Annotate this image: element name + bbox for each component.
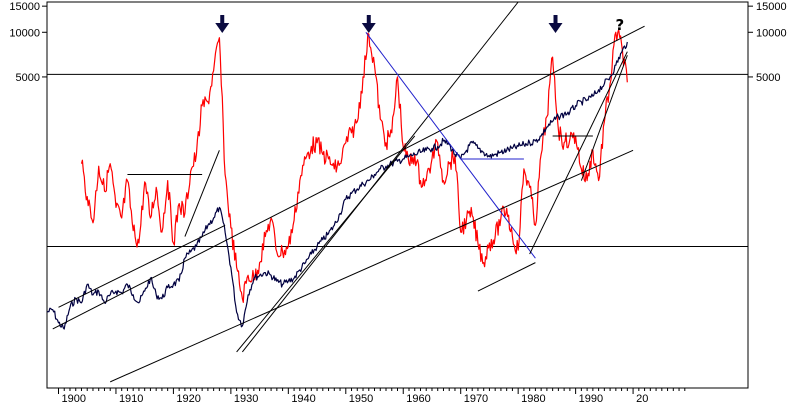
- navy-series: [46, 41, 628, 330]
- y-axis-left: 15000 10000 5000: [9, 1, 47, 84]
- down-arrow-icon: ↓: [215, 15, 230, 33]
- steep-uptrend-line: [241, 1, 519, 353]
- blue-downtrend-line: [365, 31, 536, 259]
- final-steep-line: [580, 55, 628, 181]
- final-uptrend-line: [529, 51, 628, 255]
- y-tick-label-left-15000: 15000: [9, 1, 40, 13]
- rally-line-long: [236, 135, 416, 353]
- x-tick-label-1900: 1900: [61, 393, 85, 405]
- upper-channel-line: [52, 25, 645, 330]
- y-axis-right: 15000 10000 5000: [748, 1, 787, 84]
- down-arrow-icon: ↓: [361, 15, 376, 33]
- down-arrow-shaft: [366, 15, 371, 25]
- red-series-line: [80, 29, 628, 303]
- down-arrow-head: [548, 23, 563, 33]
- x-tick-label-1970: 1970: [464, 393, 488, 405]
- trendlines: [52, 1, 645, 383]
- early-support-line: [58, 224, 226, 308]
- bottom-support-line: [477, 262, 536, 292]
- down-arrow-shaft: [220, 15, 225, 25]
- y-tick-label-left-5000: 5000: [16, 72, 40, 84]
- x-tick-label-1960: 1960: [406, 393, 430, 405]
- navy-series-line: [46, 41, 628, 330]
- x-tick-label-1980: 1980: [521, 393, 545, 405]
- x-tick-label-20: 20: [636, 393, 648, 405]
- y-tick-label-left-10000: 10000: [9, 27, 40, 39]
- red-series: [80, 29, 628, 303]
- lower-channel-line: [110, 149, 634, 383]
- down-arrow-head: [361, 23, 376, 33]
- y-tick-label-right-5000: 5000: [756, 72, 780, 84]
- x-axis: 1900 1910 1920 1930 1940 1950 1960 1970 1980 1990…: [57, 388, 686, 405]
- down-arrow-shaft: [553, 15, 558, 25]
- x-tick-label-1910: 1910: [119, 393, 143, 405]
- x-tick-label-1950: 1950: [349, 393, 373, 405]
- y-tick-label-right-15000: 15000: [756, 1, 787, 13]
- x-tick-label-1940: 1940: [291, 393, 315, 405]
- plot-frame: [46, 1, 749, 389]
- down-arrow-icon: ↓: [548, 15, 563, 33]
- x-tick-label-1990: 1990: [579, 393, 603, 405]
- annotations: ↓ ↓ ↓?: [215, 15, 625, 34]
- x-tick-label-1930: 1930: [234, 393, 258, 405]
- rally-line-1920s: [184, 150, 220, 237]
- y-tick-label-right-10000: 10000: [756, 27, 787, 39]
- down-arrow-head: [215, 23, 230, 33]
- plot-area: [46, 1, 749, 389]
- x-tick-label-1920: 1920: [176, 393, 200, 405]
- question-mark-label: ?: [616, 16, 625, 34]
